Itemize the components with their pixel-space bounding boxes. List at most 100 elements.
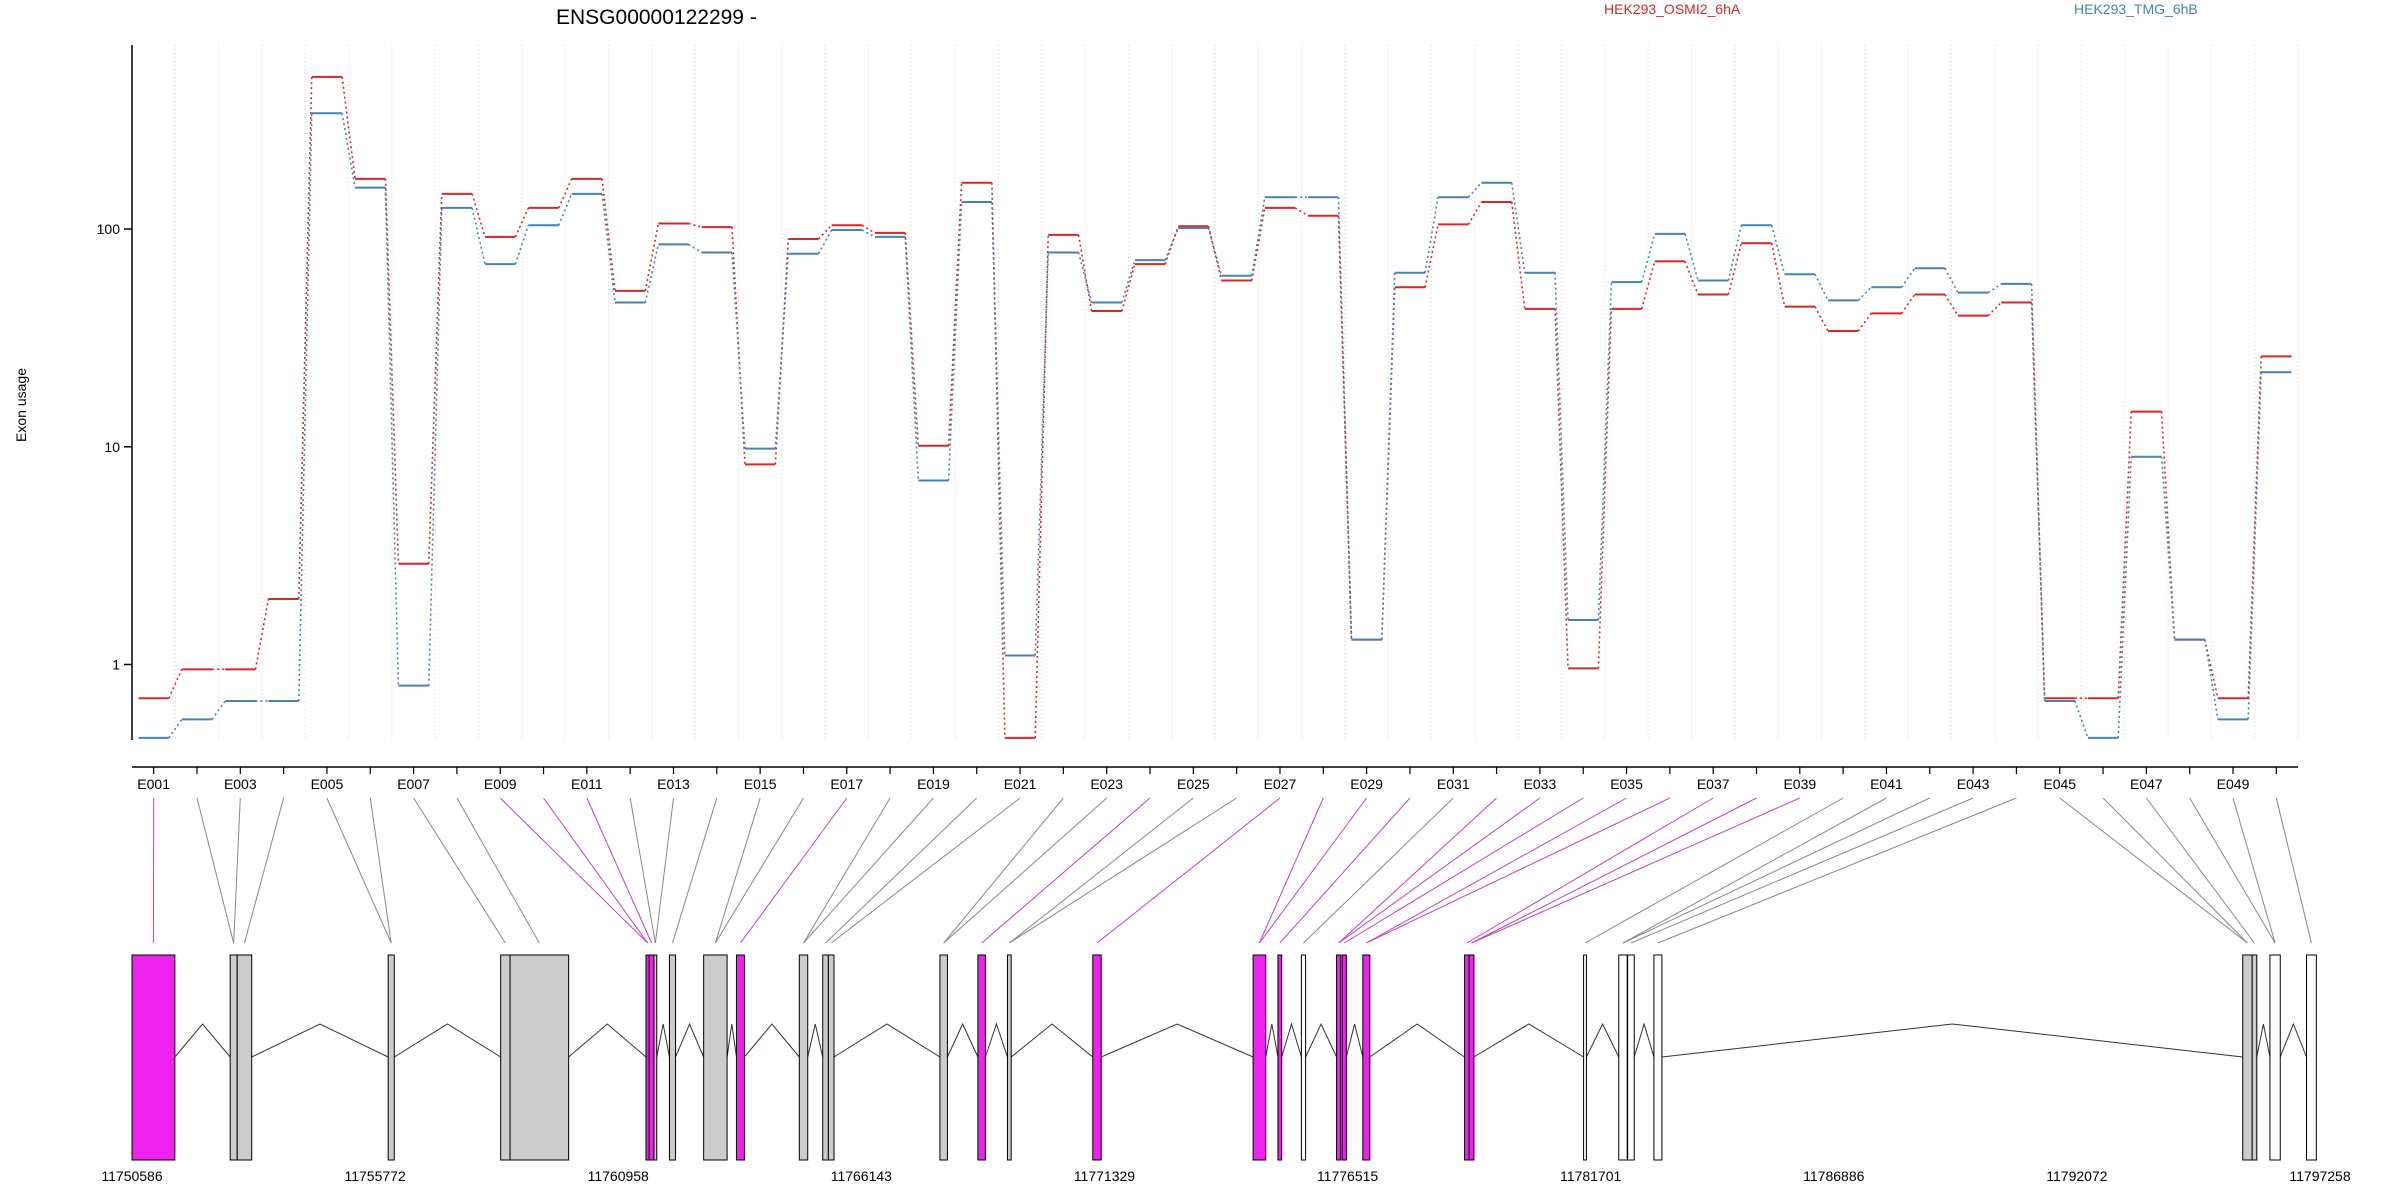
data-connector xyxy=(1337,197,1353,640)
exon-block xyxy=(509,954,570,1161)
x-tick-label: E013 xyxy=(657,776,690,792)
x-tick-label: E045 xyxy=(2043,776,2076,792)
y-tick-label: 10 xyxy=(104,439,120,455)
data-connector xyxy=(2030,302,2046,699)
connector-line xyxy=(1471,797,1801,944)
intron-line xyxy=(174,1023,231,1058)
grid-lines xyxy=(131,45,2299,740)
data-connector xyxy=(644,223,660,292)
intron-line xyxy=(1305,1022,1337,1058)
intron-line xyxy=(726,1023,737,1058)
data-connector xyxy=(297,76,313,599)
intron-line xyxy=(1345,1023,1364,1058)
coordinate-label: 11786886 xyxy=(1803,1168,1864,1184)
intron-line xyxy=(744,1023,800,1058)
connector-line xyxy=(233,797,241,944)
exon-block xyxy=(2305,954,2317,1161)
data-connector xyxy=(1467,201,1483,225)
data-connector xyxy=(1467,182,1483,198)
data-connector xyxy=(991,202,1006,656)
data-connector xyxy=(1814,306,1829,332)
connector-line xyxy=(1338,797,1541,944)
coordinate-label: 11760958 xyxy=(588,1168,649,1184)
exon-block xyxy=(648,954,655,1161)
data-connector xyxy=(168,718,183,739)
connector-line xyxy=(1009,797,1194,944)
connector-line xyxy=(243,797,285,944)
data-connector xyxy=(1034,252,1050,656)
exon-block xyxy=(2242,954,2253,1161)
legend-series-1: HEK293_OSMI2_6hA xyxy=(1604,1,1741,17)
connector-line xyxy=(943,797,1108,944)
data-connector xyxy=(1554,308,1569,669)
connector-line xyxy=(1259,797,1368,944)
data-connector xyxy=(1597,282,1613,621)
connector-line xyxy=(196,797,235,944)
intron-line xyxy=(393,1023,501,1058)
data-connector xyxy=(1077,252,1093,303)
data-connector xyxy=(1034,234,1050,738)
connector-line xyxy=(1344,797,1584,944)
exon-block xyxy=(229,954,238,1161)
intron-line xyxy=(2256,1023,2271,1058)
y-axis-label: Exon usage xyxy=(13,368,29,442)
exon-block xyxy=(236,954,253,1161)
data-connector xyxy=(1077,234,1093,312)
series-lines xyxy=(138,75,2292,739)
exon-block xyxy=(668,954,677,1161)
x-tick-label: E007 xyxy=(397,776,430,792)
x-tick-label: E017 xyxy=(830,776,863,792)
data-connector xyxy=(1857,286,1872,301)
data-connector xyxy=(1944,294,1959,317)
data-connector xyxy=(1684,233,1699,281)
x-tick-label: E041 xyxy=(1870,776,1903,792)
connector-line xyxy=(1338,797,1497,944)
connector-line xyxy=(1279,797,1411,944)
x-tick-label: E037 xyxy=(1697,776,1730,792)
data-connector xyxy=(1337,215,1353,640)
data-connector xyxy=(1554,272,1569,621)
connector-line xyxy=(326,797,392,944)
exon-block xyxy=(1653,954,1663,1161)
connector-line xyxy=(2059,797,2248,944)
connector-line xyxy=(2275,797,2312,944)
connector-line xyxy=(1258,797,1324,944)
data-connector xyxy=(1640,261,1656,310)
data-connector xyxy=(211,700,226,720)
data-connector xyxy=(1424,224,1439,288)
intron-line xyxy=(568,1023,647,1058)
data-connector xyxy=(1207,227,1223,276)
data-connector xyxy=(1164,227,1179,261)
exon-block xyxy=(798,954,809,1161)
connector-line xyxy=(456,797,540,944)
intron-line xyxy=(675,1022,705,1058)
data-connector xyxy=(384,187,400,686)
connector-line xyxy=(830,797,1021,944)
data-connector xyxy=(904,236,920,481)
data-connector xyxy=(1900,294,1916,314)
exon-connectors xyxy=(152,797,2312,944)
exon-block xyxy=(1618,954,1628,1161)
data-connector xyxy=(1814,273,1829,301)
x-tick-label: E025 xyxy=(1177,776,1210,792)
connector-line xyxy=(1622,797,1887,944)
coordinate-label: 11755772 xyxy=(344,1168,405,1184)
exon-block xyxy=(939,954,948,1161)
connector-line xyxy=(2189,797,2276,944)
connector-line xyxy=(654,797,674,944)
connector-line xyxy=(369,797,392,944)
data-connector xyxy=(947,202,963,481)
data-connector xyxy=(2074,700,2089,739)
data-connector xyxy=(471,207,486,265)
data-connector xyxy=(1510,201,1526,309)
connector-line xyxy=(1471,797,1757,944)
coordinate-label: 11797258 xyxy=(2289,1168,2350,1184)
legend-series-2: HEK293_TMG_6hB xyxy=(2074,1,2198,17)
coordinate-label: 11771329 xyxy=(1074,1168,1135,1184)
data-connector xyxy=(341,76,356,179)
exon-block xyxy=(735,954,745,1161)
x-tick-label: E015 xyxy=(744,776,777,792)
data-connector xyxy=(2117,456,2133,738)
connector-line xyxy=(2145,797,2255,944)
connector-line xyxy=(1622,797,1930,944)
